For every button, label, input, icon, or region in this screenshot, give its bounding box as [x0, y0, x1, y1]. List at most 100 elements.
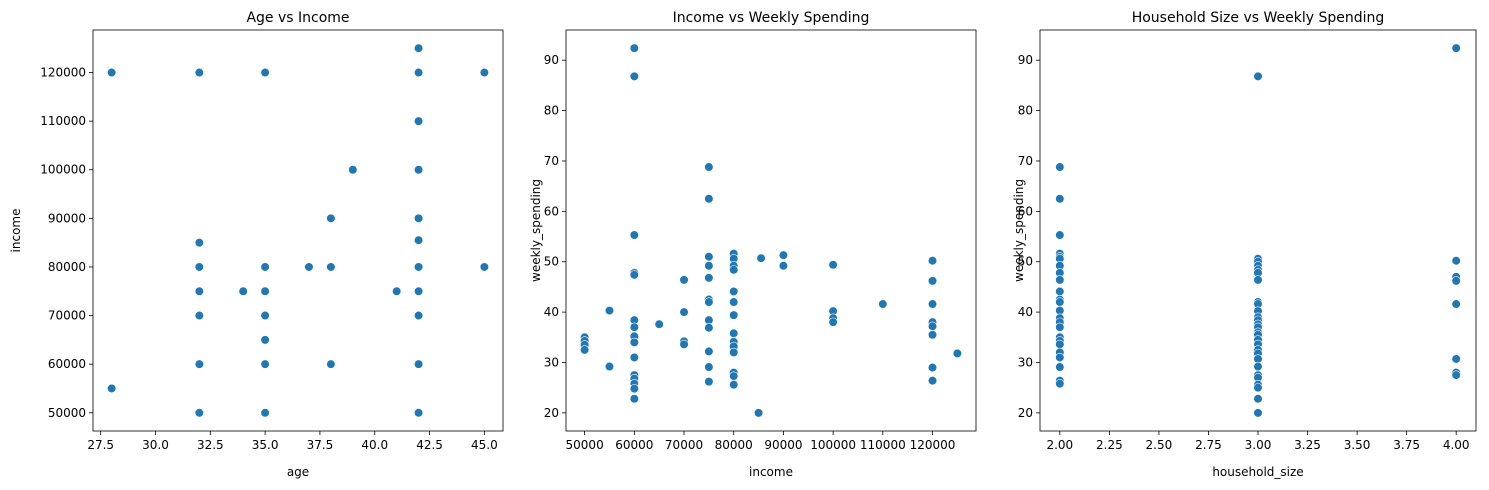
data-point	[1253, 361, 1263, 372]
data-point	[629, 384, 639, 394]
x-tick-label: 3.00	[1245, 438, 1272, 452]
data-point	[629, 322, 639, 332]
x-tick-label: 2.00	[1046, 438, 1073, 452]
x-tick-label: 30.0	[142, 438, 169, 452]
x-axis-label: age	[287, 465, 309, 479]
y-tick-label: 100000	[40, 163, 86, 177]
data-point	[679, 339, 689, 349]
data-point	[828, 260, 838, 270]
data-point	[1253, 408, 1263, 418]
x-tick-label: 32.5	[197, 438, 224, 452]
data-point	[413, 67, 424, 78]
data-point	[1055, 339, 1065, 349]
data-point	[260, 310, 270, 321]
x-tick-label: 3.75	[1393, 438, 1420, 452]
data-point	[654, 319, 664, 329]
y-axis-label: income	[9, 209, 23, 253]
data-point	[704, 297, 714, 307]
y-tick-label: 60	[544, 204, 559, 218]
data-point	[729, 310, 739, 320]
x-tick-label: 37.5	[307, 438, 334, 452]
data-point	[194, 262, 204, 272]
y-tick-label: 50	[1018, 255, 1033, 269]
data-point	[629, 394, 639, 404]
data-point	[604, 305, 615, 316]
data-point	[927, 276, 938, 286]
data-point	[1253, 71, 1263, 81]
data-point	[704, 362, 714, 372]
data-point	[1055, 297, 1065, 307]
data-point	[1055, 162, 1065, 172]
data-point	[927, 299, 938, 309]
y-tick-label: 80	[1018, 104, 1033, 118]
data-point	[1253, 275, 1263, 285]
data-point	[927, 321, 938, 331]
data-point	[1055, 322, 1065, 332]
panel-age-vs-income: Age vs Income age income 27.5 30.0 32.5 35.…	[9, 10, 504, 479]
data-point	[679, 307, 689, 317]
data-point	[952, 348, 962, 359]
data-point	[326, 262, 336, 272]
y-tick-label: 30	[1018, 355, 1033, 369]
y-tick-label: 70	[544, 154, 559, 168]
plot-frame	[92, 29, 504, 432]
data-point	[1253, 394, 1263, 404]
x-tick-label: 2.75	[1195, 438, 1222, 452]
data-point	[778, 250, 789, 260]
data-point	[194, 286, 204, 296]
data-point	[729, 371, 739, 381]
data-point	[260, 408, 270, 418]
data-point	[828, 317, 838, 327]
data-point	[927, 256, 938, 266]
tick-group: 27.5 30.0 32.5 35.0 37.5 40.0 42.5 45.0 50000 600…	[40, 66, 498, 452]
data-point	[629, 352, 639, 363]
chart-title: Household Size vs Weekly Spending	[1132, 10, 1385, 26]
data-point	[348, 165, 358, 175]
x-axis-label: household_size	[1212, 465, 1303, 479]
plot-frame	[565, 29, 977, 432]
x-tick-label: 50000	[566, 438, 604, 452]
data-point	[704, 323, 714, 333]
data-point	[260, 359, 270, 369]
data-point	[1451, 256, 1461, 266]
data-point	[479, 67, 489, 78]
data-point	[194, 67, 204, 78]
data-point	[1451, 299, 1461, 309]
data-point	[753, 408, 764, 418]
y-tick-label: 20	[1018, 406, 1033, 420]
y-tick-label: 70000	[48, 309, 86, 323]
data-point	[629, 270, 639, 280]
data-point	[413, 43, 424, 53]
data-point	[729, 265, 739, 275]
data-point	[260, 262, 270, 272]
data-point	[729, 328, 739, 338]
data-point	[260, 67, 270, 78]
data-point	[756, 253, 766, 263]
chart-title: Income vs Weekly Spending	[673, 10, 870, 26]
data-point	[1253, 383, 1263, 393]
data-point	[1451, 370, 1461, 380]
x-tick-label: 110000	[860, 438, 906, 452]
y-tick-label: 60000	[48, 357, 86, 371]
x-tick-label: 27.5	[87, 438, 114, 452]
data-point	[729, 286, 739, 297]
data-point	[260, 335, 270, 345]
data-point	[1451, 276, 1461, 286]
data-point	[1055, 194, 1065, 204]
panel-income-vs-weekly-spending: Income vs Weekly Spending income weekly_…	[529, 10, 977, 479]
y-tick-label: 90000	[48, 211, 86, 225]
points-group	[1055, 43, 1461, 418]
data-point	[413, 116, 424, 126]
data-point	[1451, 354, 1461, 364]
data-point	[629, 230, 639, 240]
data-point	[1055, 275, 1065, 285]
data-point	[679, 275, 689, 285]
data-point	[778, 261, 789, 271]
x-tick-label: 80000	[715, 438, 753, 452]
tick-group: 50000 60000 70000 80000 90000 100000 110000 120…	[544, 53, 956, 452]
data-point	[704, 252, 714, 262]
x-tick-label: 45.0	[471, 438, 498, 452]
data-point	[413, 310, 424, 321]
data-point	[326, 359, 336, 369]
x-axis-label: income	[749, 465, 793, 479]
